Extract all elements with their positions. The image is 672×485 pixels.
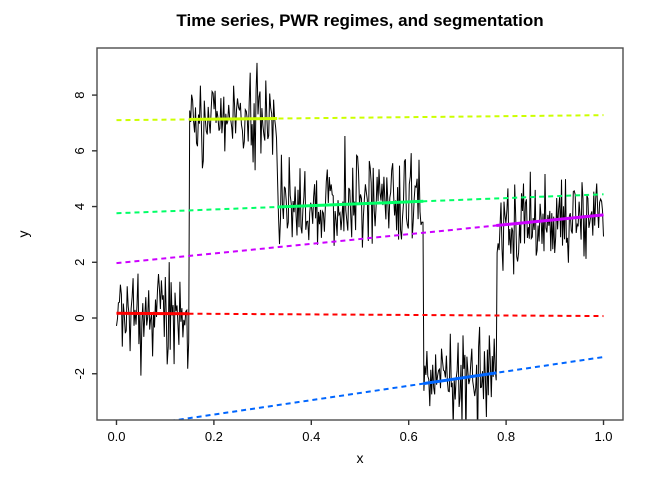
x-axis-title: x <box>357 450 364 466</box>
y-tick-label: -2 <box>72 368 87 380</box>
y-tick-label: 6 <box>72 147 87 154</box>
x-tick-label: 0.4 <box>302 429 320 444</box>
x-tick-label: 0.2 <box>205 429 223 444</box>
y-tick-label: 0 <box>72 314 87 321</box>
x-tick-label: 0.0 <box>107 429 125 444</box>
regime-2-fit-line <box>190 119 278 120</box>
y-axis-title: y <box>15 231 31 238</box>
chart-title: Time series, PWR regimes, and segmentati… <box>176 11 543 30</box>
x-tick-label: 0.6 <box>400 429 418 444</box>
y-tick-label: 4 <box>72 203 87 210</box>
x-tick-label: 1.0 <box>594 429 612 444</box>
x-tick-label: 0.8 <box>497 429 515 444</box>
y-tick-label: 2 <box>72 259 87 266</box>
y-tick-label: 8 <box>72 91 87 98</box>
